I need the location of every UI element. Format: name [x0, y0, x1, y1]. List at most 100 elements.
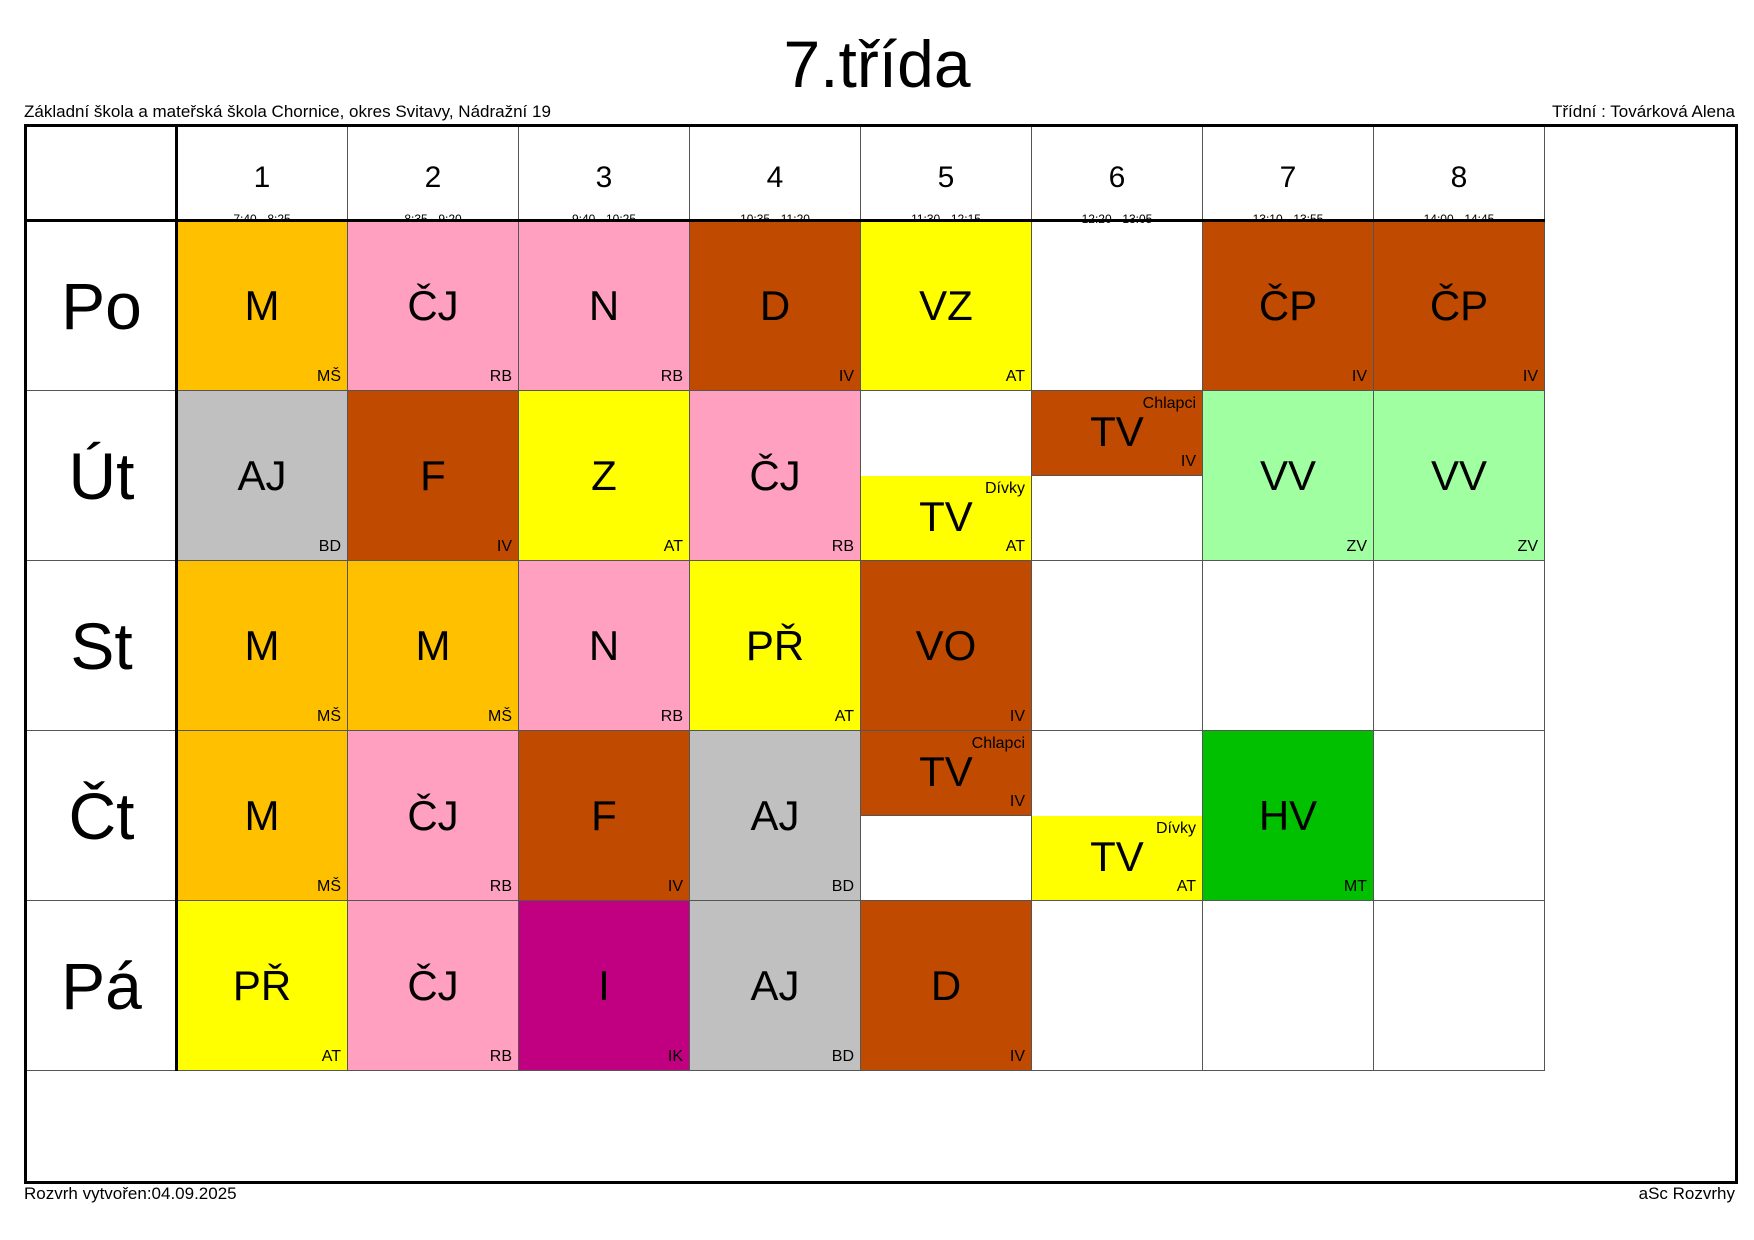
lesson-cell[interactable]: F IV [348, 391, 519, 561]
lesson-teacher: RB [660, 368, 683, 385]
lesson-cell[interactable]: F IV [519, 731, 690, 901]
lesson-cell[interactable]: AJ BD [177, 391, 348, 561]
page-title: 7.třída [783, 27, 971, 101]
lesson-teacher: MT [1343, 878, 1367, 895]
created-date: Rozvrh vytvořen:04.09.2025 [24, 1184, 237, 1203]
lesson-subject: VZ [919, 281, 973, 329]
lesson-subject: AJ [237, 451, 287, 499]
lesson-teacher: IV [1522, 368, 1538, 385]
lesson-subject: TV [919, 492, 973, 540]
period-number: 2 [424, 161, 442, 194]
lesson-cell[interactable]: M MŠ [348, 561, 519, 731]
empty-slot [861, 731, 1032, 901]
empty-slot [1374, 561, 1545, 731]
lesson-cell[interactable]: ČP IV [1374, 221, 1545, 391]
lesson-cell[interactable]: M MŠ [177, 221, 348, 391]
period-header: 511:30 - 12:15 [861, 127, 1032, 226]
lesson-cell[interactable]: VV ZV [1374, 391, 1545, 561]
lesson-teacher: IV [1009, 1048, 1025, 1065]
lesson-cell[interactable]: D IV [690, 221, 861, 391]
period-header: 612:20 - 13:05 [1032, 127, 1203, 226]
period-number: 8 [1450, 161, 1468, 194]
lesson-cell[interactable]: I IK [519, 901, 690, 1071]
lesson-subject: D [759, 281, 791, 329]
lesson-teacher: IV [667, 878, 683, 895]
lesson-cell[interactable]: M MŠ [177, 731, 348, 901]
lesson-teacher: IV [1009, 708, 1025, 725]
day-label: Pá [27, 901, 177, 1071]
lesson-cell[interactable]: AJ BD [690, 731, 861, 901]
period-header: 713:10 - 13:55 [1203, 127, 1374, 226]
lesson-teacher: AT [1005, 538, 1025, 555]
lesson-subject: M [244, 791, 280, 839]
lesson-subject: AJ [750, 791, 800, 839]
lesson-teacher: AT [1176, 878, 1196, 895]
lesson-cell[interactable]: TV IV Chlapci [1032, 391, 1203, 476]
period-header: 39:40 - 10:25 [519, 127, 690, 226]
lesson-subject: ČJ [407, 961, 459, 1009]
lesson-cell[interactable]: PŘ AT [177, 901, 348, 1071]
empty-slot [1374, 901, 1545, 1071]
lesson-cell[interactable]: VV ZV [1203, 391, 1374, 561]
lesson-cell[interactable]: D IV [861, 901, 1032, 1071]
period-header: 28:35 - 9:20 [348, 127, 519, 226]
lesson-teacher: RB [660, 708, 683, 725]
lesson-group: Chlapci [971, 735, 1025, 752]
lesson-subject: D [930, 961, 962, 1009]
timetable-grid: 17:40 - 8:2528:35 - 9:2039:40 - 10:25410… [24, 124, 1738, 1184]
lesson-cell[interactable]: VZ AT [861, 221, 1032, 391]
lesson-cell[interactable]: ČP IV [1203, 221, 1374, 391]
lesson-teacher: IV [1009, 793, 1025, 810]
day-label: Čt [27, 731, 177, 901]
lesson-cell[interactable]: N RB [519, 221, 690, 391]
lesson-teacher: RB [489, 878, 512, 895]
lesson-teacher: IV [838, 368, 854, 385]
lesson-subject: TV [1090, 407, 1144, 455]
lesson-cell[interactable]: HV MT [1203, 731, 1374, 901]
lesson-cell[interactable]: VO IV [861, 561, 1032, 731]
lesson-subject: VV [1430, 451, 1488, 499]
lesson-cell[interactable]: TV AT Dívky [861, 476, 1032, 561]
lesson-teacher: BD [318, 538, 341, 555]
lesson-cell[interactable]: ČJ RB [348, 221, 519, 391]
lesson-cell[interactable]: M MŠ [177, 561, 348, 731]
lesson-subject: PŘ [745, 621, 805, 669]
lesson-teacher: AT [1005, 368, 1025, 385]
lesson-teacher: MŠ [317, 708, 341, 725]
lesson-teacher: AT [663, 538, 683, 555]
lesson-group: Chlapci [1142, 395, 1196, 412]
lesson-subject: VV [1259, 451, 1317, 499]
lesson-subject: Z [591, 451, 617, 499]
lesson-subject: M [415, 621, 451, 669]
lesson-group: Dívky [1156, 820, 1196, 837]
lesson-cell[interactable]: N RB [519, 561, 690, 731]
lesson-subject: TV [1090, 832, 1144, 880]
period-number: 5 [937, 161, 955, 194]
lesson-cell[interactable]: ČJ RB [348, 731, 519, 901]
lesson-subject: ČJ [407, 791, 459, 839]
lesson-teacher: RB [489, 368, 512, 385]
lesson-teacher: RB [831, 538, 854, 555]
school-name: Základní škola a mateřská škola Chornice… [24, 102, 551, 121]
day-label: St [27, 561, 177, 731]
lesson-cell[interactable]: ČJ RB [690, 391, 861, 561]
lesson-cell[interactable]: AJ BD [690, 901, 861, 1071]
empty-slot [1374, 731, 1545, 901]
lesson-cell[interactable]: TV IV Chlapci [861, 731, 1032, 816]
period-number: 6 [1108, 161, 1126, 194]
lesson-subject: N [588, 281, 620, 329]
lesson-cell[interactable]: ČJ RB [348, 901, 519, 1071]
lesson-cell[interactable]: Z AT [519, 391, 690, 561]
lesson-cell[interactable]: TV AT Dívky [1032, 816, 1203, 901]
lesson-subject: VO [915, 621, 977, 669]
period-number: 1 [253, 161, 271, 194]
period-header: 17:40 - 8:25 [177, 127, 348, 226]
lesson-teacher: AT [834, 708, 854, 725]
period-header: 410:35 - 11:20 [690, 127, 861, 226]
day-label: Út [27, 391, 177, 561]
lesson-subject: N [588, 621, 620, 669]
lesson-cell[interactable]: PŘ AT [690, 561, 861, 731]
empty-slot [1032, 391, 1203, 561]
lesson-teacher: ZV [1517, 538, 1538, 555]
lesson-subject: I [598, 961, 610, 1009]
